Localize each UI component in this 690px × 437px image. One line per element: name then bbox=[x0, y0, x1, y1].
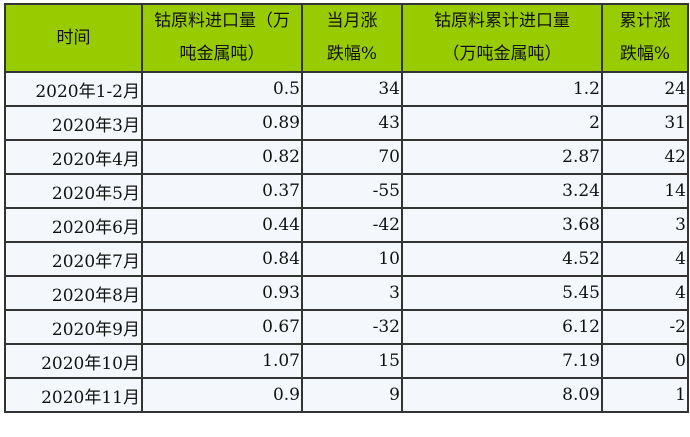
table-cell: 15 bbox=[301, 343, 403, 379]
table-cell: 2 bbox=[401, 105, 603, 141]
table-cell: 0.44 bbox=[141, 207, 303, 243]
column-header: 钴原料进口量（万 吨金属吨） bbox=[141, 3, 303, 73]
table-cell: 2020年6月 bbox=[4, 207, 143, 243]
table-cell: 2020年8月 bbox=[4, 275, 143, 311]
cobalt-import-table: 时间 钴原料进口量（万 吨金属吨） 当月涨 跌幅% 钴原料累计进口量 （万吨金属吨） 累计涨跌… bbox=[4, 3, 689, 413]
table-row: 2020年5月 0.37 -55 3.24 14 bbox=[4, 173, 689, 209]
table-row: 2020年7月 0.84 10 4.52 4 bbox=[4, 241, 689, 277]
table-cell: 2020年5月 bbox=[4, 173, 143, 209]
table-cell: 2020年9月 bbox=[4, 309, 143, 345]
table-cell: 2020年4月 bbox=[4, 139, 143, 175]
table-cell: -42 bbox=[301, 207, 403, 243]
table-cell: 9 bbox=[301, 377, 403, 413]
table-row: 2020年4月 0.82 70 2.87 42 bbox=[4, 139, 689, 175]
table-cell: 0.9 bbox=[141, 377, 303, 413]
table-cell: 0.82 bbox=[141, 139, 303, 175]
header-line: 钴原料累计进口量 bbox=[434, 11, 570, 31]
table-cell: 0.5 bbox=[141, 71, 303, 107]
table-cell: 0.89 bbox=[141, 105, 303, 141]
table-cell: 43 bbox=[301, 105, 403, 141]
table-cell: -55 bbox=[301, 173, 403, 209]
header-line: 吨金属吨） bbox=[179, 44, 265, 64]
table-cell: 2020年1-2月 bbox=[4, 71, 143, 107]
header-line: 时间 bbox=[56, 27, 91, 48]
table-cell: 2020年7月 bbox=[4, 241, 143, 277]
table-cell: 0.37 bbox=[141, 173, 303, 209]
table-cell: 14 bbox=[601, 173, 689, 209]
table-cell: 8.09 bbox=[401, 377, 603, 413]
table-cell: 0.93 bbox=[141, 275, 303, 311]
table-cell: 2.87 bbox=[401, 139, 603, 175]
table-row: 2020年3月 0.89 43 2 31 bbox=[4, 105, 689, 141]
table-cell: 2020年11月 bbox=[4, 377, 143, 413]
table-cell: 1 bbox=[601, 377, 689, 413]
table-cell: 6.12 bbox=[401, 309, 603, 345]
table-cell: 0 bbox=[601, 343, 689, 379]
table-cell: 24 bbox=[601, 71, 689, 107]
table-cell: 2020年3月 bbox=[4, 105, 143, 141]
table-cell: 5.45 bbox=[401, 275, 603, 311]
header-line: 跌幅% bbox=[326, 44, 378, 64]
table-cell: 3.68 bbox=[401, 207, 603, 243]
table-row: 2020年9月 0.67 -32 6.12 -2 bbox=[4, 309, 689, 345]
header-line: 当月涨 bbox=[326, 11, 378, 31]
table-row: 2020年6月 0.44 -42 3.68 3 bbox=[4, 207, 689, 243]
table-cell: 4.52 bbox=[401, 241, 603, 277]
table-row: 2020年11月 0.9 9 8.09 1 bbox=[4, 377, 689, 413]
table-row: 2020年10月 1.07 15 7.19 0 bbox=[4, 343, 689, 379]
table-cell: 0.67 bbox=[141, 309, 303, 345]
table-row: 2020年8月 0.93 3 5.45 4 bbox=[4, 275, 689, 311]
table-cell: 3 bbox=[301, 275, 403, 311]
table-cell: -2 bbox=[601, 309, 689, 345]
table-cell: 0.84 bbox=[141, 241, 303, 277]
table-cell: -32 bbox=[301, 309, 403, 345]
table-cell: 2020年10月 bbox=[4, 343, 143, 379]
column-header: 时间 bbox=[4, 3, 143, 73]
table-cell: 4 bbox=[601, 275, 689, 311]
table-cell: 31 bbox=[601, 105, 689, 141]
table-cell: 4 bbox=[601, 241, 689, 277]
table-cell: 1.2 bbox=[401, 71, 603, 107]
table-cell: 10 bbox=[301, 241, 403, 277]
table-cell: 42 bbox=[601, 139, 689, 175]
header-row: 时间 钴原料进口量（万 吨金属吨） 当月涨 跌幅% 钴原料累计进口量 （万吨金属吨） 累计涨跌… bbox=[4, 3, 689, 73]
header-line: 累计涨 bbox=[619, 11, 671, 31]
table-cell: 3.24 bbox=[401, 173, 603, 209]
column-header: 当月涨跌幅% bbox=[301, 3, 403, 73]
table-cell: 7.19 bbox=[401, 343, 603, 379]
table-cell: 3 bbox=[601, 207, 689, 243]
header-line: 跌幅% bbox=[619, 44, 671, 64]
column-header: 钴原料累计进口量 （万吨金属吨） bbox=[401, 3, 603, 73]
table-cell: 34 bbox=[301, 71, 403, 107]
column-header: 累计涨跌幅% bbox=[601, 3, 689, 73]
table-cell: 1.07 bbox=[141, 343, 303, 379]
table-cell: 70 bbox=[301, 139, 403, 175]
header-line: （万吨金属吨） bbox=[442, 44, 562, 64]
header-line: 钴原料进口量（万 bbox=[154, 11, 290, 31]
table-row: 2020年1-2月 0.5 34 1.2 24 bbox=[4, 71, 689, 107]
